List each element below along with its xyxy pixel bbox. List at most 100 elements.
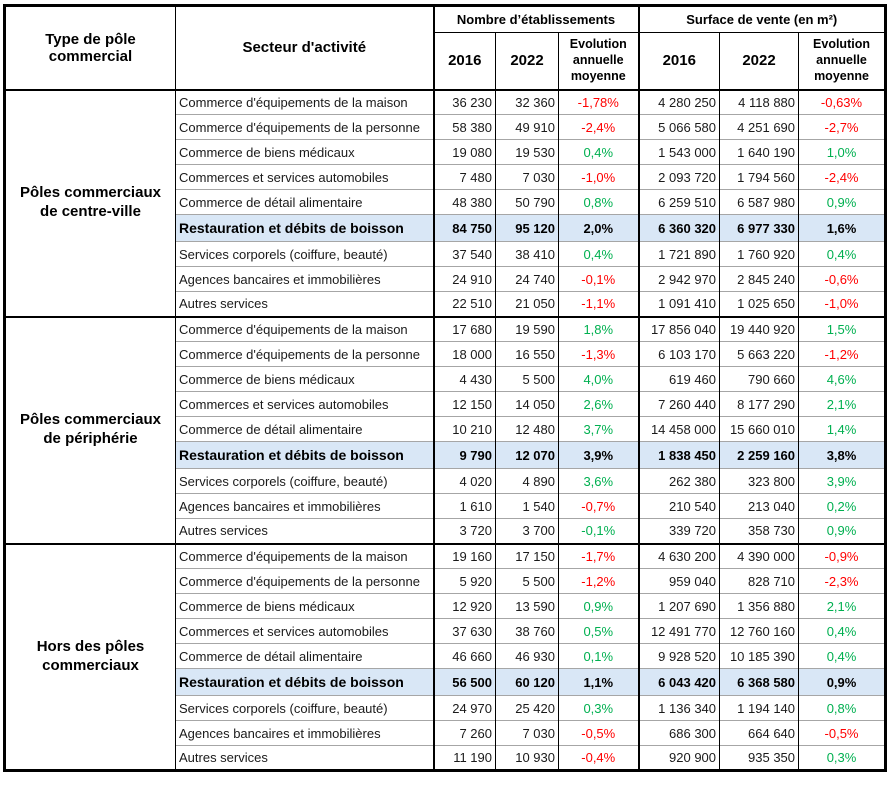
sector-label: Commerce d'équipements de la maison [175, 88, 434, 115]
nombre-2022-value: 7 030 [495, 164, 559, 190]
table-row: Commerce d'équipements de la personne 18 … [5, 341, 886, 367]
table-row: Restauration et débits de boisson 9 790 12… [5, 441, 886, 469]
surface-2022-value: 8 177 290 [719, 391, 799, 417]
nombre-evolution-value: 2,0% [557, 214, 639, 242]
surface-evolution-value: -0,6% [798, 266, 886, 292]
surface-2022-value: 15 660 010 [719, 416, 799, 442]
surface-2022-value: 4 118 880 [719, 88, 799, 115]
surface-2022-value: 213 040 [719, 493, 799, 519]
header-group-nombre-etablissements: Nombre d’établissements [432, 5, 639, 33]
surface-evolution-value: 0,3% [798, 745, 886, 771]
table-body: Pôles commerciaux de centre-ville Commerc… [4, 88, 886, 771]
surface-evolution-value: 0,4% [798, 618, 886, 644]
nombre-evolution-value: 4,0% [557, 366, 639, 392]
table-row: Pôles commerciaux de périphérie Commerce … [4, 315, 886, 544]
table-row: Commerces et services automobiles 37 630 3… [5, 618, 886, 644]
pole-group-label: Pôles commerciaux de périphérie [4, 315, 176, 544]
surface-evolution-value: 0,2% [798, 493, 886, 519]
sector-label: Restauration et débits de boisson [175, 441, 434, 469]
sector-label: Restauration et débits de boisson [175, 668, 434, 696]
surface-2016-value: 9 928 520 [637, 643, 720, 669]
nombre-2022-value: 5 500 [495, 366, 559, 392]
table-row: Commerce de biens médicaux 12 920 13 590 0,… [5, 593, 886, 619]
nombre-2022-value: 38 760 [495, 618, 559, 644]
nombre-2016-value: 48 380 [432, 189, 496, 215]
sector-label: Agences bancaires et immobilières [175, 720, 434, 746]
nombre-2016-value: 58 380 [432, 114, 496, 140]
nombre-2016-value: 84 750 [432, 214, 496, 242]
surface-2022-value: 1 194 140 [719, 695, 799, 721]
table-row: Agences bancaires et immobilières 1 610 1 … [5, 493, 886, 519]
table-row: Agences bancaires et immobilières 24 910 2… [5, 266, 886, 292]
nombre-evolution-value: 0,4% [557, 241, 639, 267]
nombre-2016-value: 11 190 [432, 745, 496, 771]
nombre-2016-value: 18 000 [432, 341, 496, 367]
surface-2016-value: 4 630 200 [637, 542, 720, 569]
sector-label: Services corporels (coiffure, beauté) [175, 241, 434, 267]
surface-2016-value: 686 300 [637, 720, 720, 746]
surface-2016-value: 12 491 770 [637, 618, 720, 644]
nombre-evolution-value: -1,7% [557, 542, 639, 569]
nombre-evolution-value: -0,7% [557, 493, 639, 519]
table-header: Type de pôle commercial Secteur d'activi… [4, 5, 886, 91]
surface-evolution-value: 3,9% [798, 468, 886, 494]
nombre-2016-value: 19 160 [432, 542, 496, 569]
surface-2016-value: 920 900 [637, 745, 720, 771]
nombre-2022-value: 13 590 [495, 593, 559, 619]
nombre-2016-value: 24 970 [432, 695, 496, 721]
nombre-2022-value: 16 550 [495, 341, 559, 367]
surface-evolution-value: -2,7% [798, 114, 886, 140]
table-row: Autres services 22 510 21 050 -1,1% 1 091 41… [5, 291, 886, 317]
nombre-evolution-value: -1,1% [557, 291, 639, 317]
surface-evolution-value: 0,4% [798, 241, 886, 267]
surface-2016-value: 1 136 340 [637, 695, 720, 721]
sector-label: Commerce de détail alimentaire [175, 416, 434, 442]
sector-label: Commerce de détail alimentaire [175, 643, 434, 669]
surface-2022-value: 323 800 [719, 468, 799, 494]
surface-2016-value: 1 207 690 [637, 593, 720, 619]
sector-label: Services corporels (coiffure, beauté) [175, 468, 434, 494]
surface-evolution-value: 0,4% [798, 643, 886, 669]
nombre-2016-value: 17 680 [432, 315, 496, 342]
nombre-2016-value: 10 210 [432, 416, 496, 442]
nombre-2022-value: 95 120 [495, 214, 559, 242]
surface-evolution-value: 1,5% [798, 315, 886, 342]
nombre-2016-value: 46 660 [432, 643, 496, 669]
surface-2022-value: 790 660 [719, 366, 799, 392]
surface-2016-value: 6 103 170 [637, 341, 720, 367]
nombre-2016-value: 5 920 [432, 568, 496, 594]
nombre-evolution-value: 0,5% [557, 618, 639, 644]
nombre-2022-value: 4 890 [495, 468, 559, 494]
surface-evolution-value: 0,8% [798, 695, 886, 721]
surface-2016-value: 6 360 320 [637, 214, 720, 242]
sector-label: Agences bancaires et immobilières [175, 266, 434, 292]
nombre-2022-value: 24 740 [495, 266, 559, 292]
surface-evolution-value: 1,4% [798, 416, 886, 442]
surface-evolution-value: 0,9% [798, 189, 886, 215]
surface-evolution-value: -2,3% [798, 568, 886, 594]
nombre-2022-value: 60 120 [495, 668, 559, 696]
surface-2022-value: 19 440 920 [719, 315, 799, 342]
nombre-evolution-value: 1,1% [557, 668, 639, 696]
surface-2016-value: 1 091 410 [637, 291, 720, 317]
nombre-2016-value: 24 910 [432, 266, 496, 292]
nombre-2022-value: 12 070 [495, 441, 559, 469]
header-surface-2022: 2022 [719, 32, 799, 91]
table-row: Autres services 3 720 3 700 -0,1% 339 720 358… [5, 518, 886, 544]
surface-2022-value: 1 640 190 [719, 139, 799, 165]
table-row: Agences bancaires et immobilières 7 260 7 … [5, 720, 886, 746]
surface-2022-value: 1 025 650 [719, 291, 799, 317]
table-row: Commerce de détail alimentaire 48 380 50 7… [5, 189, 886, 215]
nombre-2022-value: 38 410 [495, 241, 559, 267]
surface-evolution-value: -2,4% [798, 164, 886, 190]
nombre-2022-value: 19 530 [495, 139, 559, 165]
surface-2016-value: 339 720 [637, 518, 720, 544]
nombre-2016-value: 36 230 [432, 88, 496, 115]
nombre-2016-value: 7 260 [432, 720, 496, 746]
surface-2016-value: 7 260 440 [637, 391, 720, 417]
surface-2022-value: 664 640 [719, 720, 799, 746]
nombre-evolution-value: -1,2% [557, 568, 639, 594]
nombre-2022-value: 14 050 [495, 391, 559, 417]
surface-2022-value: 2 259 160 [719, 441, 799, 469]
sector-label: Commerce d'équipements de la maison [175, 542, 434, 569]
